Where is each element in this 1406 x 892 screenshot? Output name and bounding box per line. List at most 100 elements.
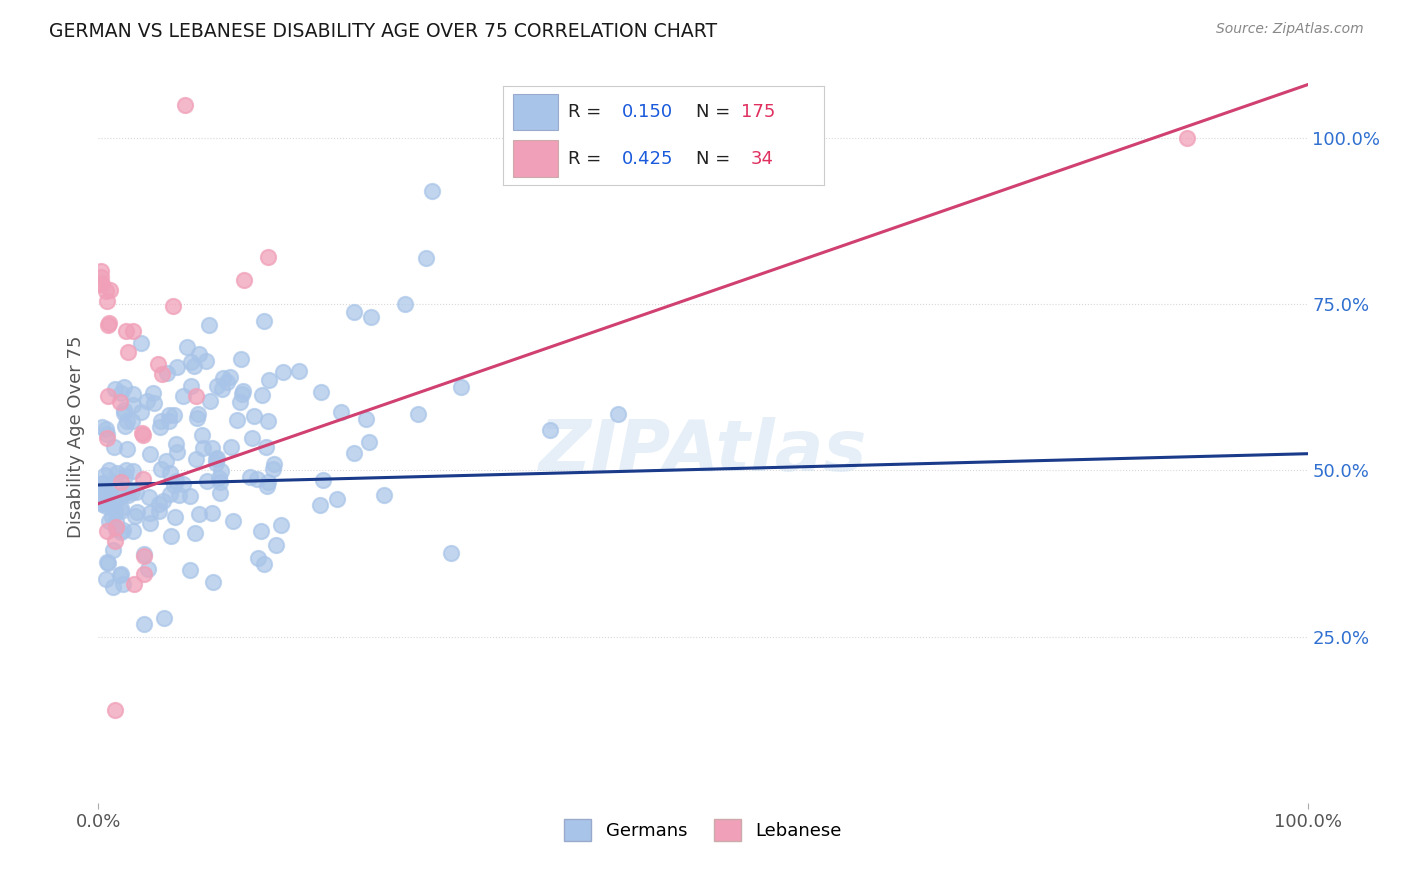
Point bbox=[155, 454, 177, 468]
Point bbox=[212, 371, 235, 385]
Point bbox=[209, 463, 232, 477]
Point bbox=[179, 563, 201, 577]
Point bbox=[111, 523, 134, 537]
Point bbox=[256, 478, 278, 492]
Point bbox=[96, 485, 118, 500]
Point bbox=[103, 581, 125, 595]
Point bbox=[114, 419, 136, 434]
Point bbox=[195, 475, 218, 489]
Point bbox=[450, 380, 472, 394]
Point bbox=[309, 385, 332, 400]
Point bbox=[222, 514, 245, 528]
Point bbox=[90, 270, 112, 285]
Point bbox=[148, 497, 170, 511]
Point bbox=[156, 366, 179, 380]
Point bbox=[103, 382, 125, 396]
Point bbox=[121, 524, 143, 538]
Text: Source: ZipAtlas.com: Source: ZipAtlas.com bbox=[1216, 22, 1364, 37]
Text: GERMAN VS LEBANESE DISABILITY AGE OVER 75 CORRELATION CHART: GERMAN VS LEBANESE DISABILITY AGE OVER 7… bbox=[49, 22, 717, 41]
Point bbox=[121, 485, 143, 500]
Point bbox=[117, 488, 139, 502]
Point bbox=[98, 463, 121, 477]
Point bbox=[104, 520, 127, 534]
Point bbox=[134, 616, 156, 631]
Point bbox=[191, 441, 214, 455]
Point bbox=[152, 494, 174, 508]
Point bbox=[97, 497, 120, 511]
Point bbox=[172, 389, 194, 403]
Point bbox=[91, 419, 114, 434]
Point bbox=[205, 452, 228, 467]
Point bbox=[162, 299, 184, 313]
Point bbox=[97, 556, 120, 570]
Point bbox=[211, 382, 233, 396]
Point bbox=[257, 475, 280, 489]
Point bbox=[165, 437, 187, 451]
Point bbox=[98, 489, 121, 503]
Point bbox=[229, 351, 252, 366]
Point bbox=[150, 367, 173, 381]
Point bbox=[104, 494, 127, 508]
Point bbox=[180, 379, 202, 393]
Point bbox=[96, 524, 118, 539]
Point bbox=[191, 427, 214, 442]
Point bbox=[173, 97, 195, 112]
Point bbox=[96, 431, 118, 445]
Point bbox=[308, 499, 330, 513]
Point bbox=[94, 572, 117, 586]
Point bbox=[115, 463, 138, 477]
Point bbox=[420, 184, 443, 198]
Point bbox=[122, 324, 145, 338]
Point bbox=[354, 412, 377, 426]
Point bbox=[90, 264, 112, 278]
Point bbox=[139, 506, 162, 520]
Point bbox=[183, 359, 205, 374]
Point bbox=[198, 393, 221, 408]
Point bbox=[263, 458, 285, 472]
Point bbox=[97, 318, 120, 332]
Point bbox=[373, 488, 395, 502]
Text: ZIPAtlas: ZIPAtlas bbox=[538, 417, 868, 486]
Point bbox=[440, 546, 463, 560]
Point bbox=[131, 426, 153, 441]
Point bbox=[91, 476, 114, 491]
Point bbox=[208, 471, 231, 485]
Point bbox=[359, 435, 381, 450]
Point bbox=[257, 250, 280, 264]
Point bbox=[184, 526, 207, 541]
Point bbox=[104, 703, 127, 717]
Point bbox=[96, 427, 118, 442]
Point bbox=[186, 410, 208, 425]
Point bbox=[139, 516, 162, 530]
Point bbox=[257, 372, 280, 386]
Point bbox=[159, 467, 181, 481]
Point bbox=[115, 442, 138, 456]
Y-axis label: Disability Age Over 75: Disability Age Over 75 bbox=[66, 335, 84, 539]
Point bbox=[146, 357, 169, 371]
Point bbox=[112, 405, 135, 419]
Point bbox=[110, 385, 132, 400]
Point bbox=[179, 490, 201, 504]
Point bbox=[96, 422, 118, 436]
Point bbox=[343, 445, 366, 459]
Point bbox=[134, 547, 156, 561]
Point bbox=[188, 507, 211, 521]
Point bbox=[360, 310, 382, 325]
Point bbox=[270, 517, 292, 532]
Point bbox=[96, 556, 118, 570]
Point bbox=[253, 557, 276, 571]
Point bbox=[201, 506, 224, 520]
Point bbox=[326, 492, 349, 507]
Point bbox=[90, 487, 112, 501]
Point bbox=[257, 415, 280, 429]
Point bbox=[238, 470, 260, 484]
Point bbox=[108, 567, 131, 582]
Point bbox=[90, 482, 112, 496]
Point bbox=[94, 284, 117, 298]
Point bbox=[415, 251, 437, 265]
Point bbox=[110, 489, 132, 503]
Point bbox=[201, 575, 224, 590]
Point bbox=[91, 496, 114, 510]
Point bbox=[187, 347, 209, 361]
Point bbox=[187, 407, 209, 421]
